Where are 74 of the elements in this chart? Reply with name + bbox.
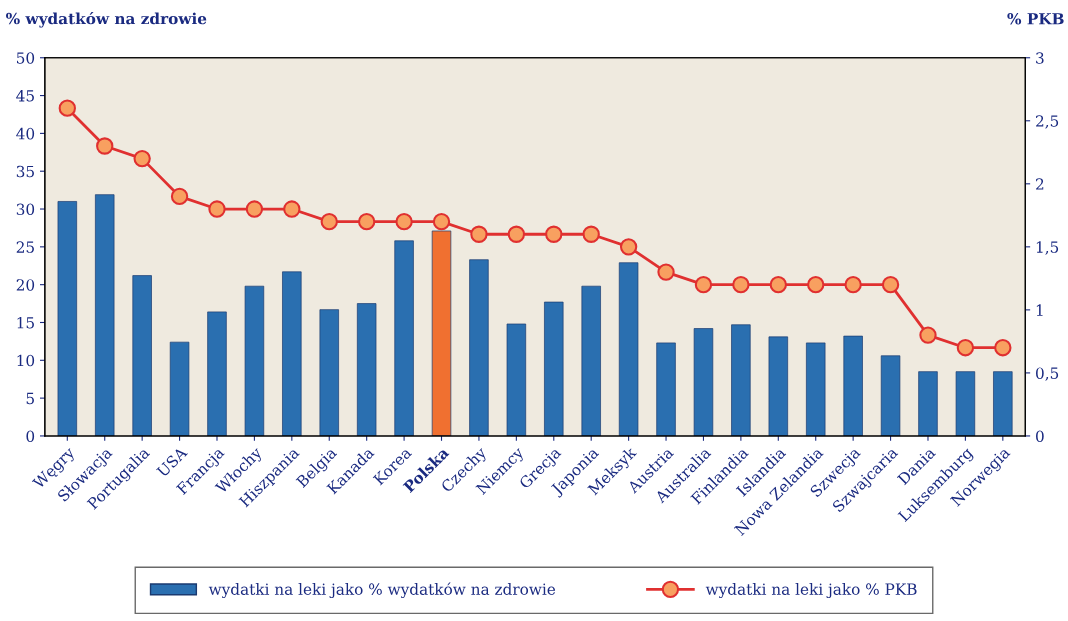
point — [694, 275, 713, 294]
point — [582, 225, 600, 243]
bar — [693, 328, 714, 436]
y-tick-label: 15 — [17, 316, 34, 329]
bar — [169, 341, 190, 436]
point — [919, 326, 937, 344]
point — [283, 200, 301, 218]
y-axis-title: % wydatków na zdrowie — [6, 11, 207, 28]
bar — [880, 355, 901, 436]
y-tick-label: 10 — [17, 354, 35, 367]
y-tick-label: 30 — [16, 203, 35, 216]
point — [58, 99, 76, 117]
bar — [57, 201, 78, 436]
y-tick-label: 40 — [16, 127, 35, 140]
y2-tick-label: 3 — [1036, 52, 1044, 64]
point — [245, 200, 264, 218]
point — [881, 275, 900, 294]
bar — [731, 324, 751, 436]
bar — [955, 371, 976, 436]
bar — [282, 271, 302, 436]
bar — [843, 335, 863, 436]
point — [657, 263, 675, 281]
bar — [319, 309, 339, 436]
point — [844, 275, 862, 294]
point — [133, 149, 151, 168]
y-tick-label: 0 — [26, 430, 35, 442]
legend-label: wydatki na leki jako % wydatków na zdrowie — [208, 582, 556, 599]
bar — [431, 230, 452, 436]
point — [807, 275, 825, 294]
point — [507, 225, 526, 243]
point — [208, 200, 226, 218]
y-tick-label: 25 — [16, 241, 34, 253]
y2-tick-label: 1 — [1036, 304, 1043, 316]
point — [732, 275, 750, 294]
point — [769, 275, 787, 294]
y2-tick-label: 2 — [1036, 178, 1044, 190]
y2-tick-label: 0,5 — [1036, 367, 1059, 381]
bar — [207, 311, 227, 436]
point — [470, 225, 488, 243]
point — [994, 339, 1012, 357]
point — [545, 225, 563, 243]
bar — [356, 303, 377, 436]
point — [956, 339, 975, 357]
bar — [244, 285, 265, 436]
point — [395, 212, 413, 231]
point — [320, 212, 338, 231]
bar — [618, 262, 639, 436]
y-tick-label: 45 — [16, 90, 34, 102]
point — [432, 212, 451, 231]
bar — [768, 336, 789, 436]
bar — [506, 323, 527, 436]
y2-tick-label: 1,5 — [1036, 241, 1059, 255]
point — [170, 187, 189, 206]
y-tick-label: 20 — [16, 279, 35, 291]
y2-axis-title: % PKB — [1007, 12, 1064, 25]
y-tick-label: 50 — [16, 52, 35, 64]
y2-tick-label: 2,5 — [1036, 115, 1059, 129]
bar — [544, 301, 564, 436]
bar — [806, 342, 826, 436]
y-tick-label: 35 — [16, 165, 34, 178]
y-tick-label: 5 — [26, 392, 34, 405]
bar — [469, 259, 489, 436]
bar — [394, 240, 414, 436]
legend-label: wydatki na leki jako % PKB — [705, 583, 917, 599]
bar — [95, 194, 115, 436]
bar — [918, 371, 938, 436]
bar — [656, 342, 676, 436]
bar — [581, 285, 601, 436]
bar — [993, 371, 1013, 436]
point — [619, 238, 638, 256]
y2-tick-label: 0 — [1036, 430, 1044, 442]
point — [96, 137, 114, 155]
bar — [132, 275, 152, 436]
point — [358, 212, 376, 231]
